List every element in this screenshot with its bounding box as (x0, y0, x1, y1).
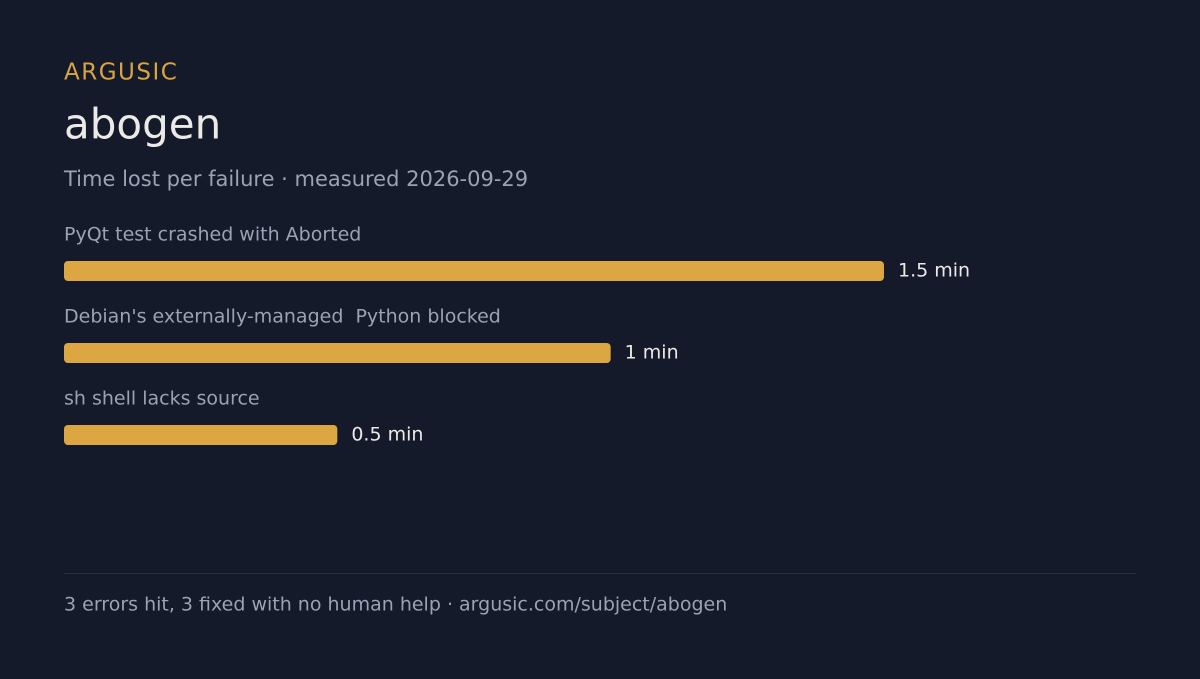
brand: ARGUSIC (64, 60, 178, 86)
category-label: Debian's externally-managed Python block… (64, 306, 501, 328)
value-label: 1.5 min (898, 260, 970, 282)
chart-subtitle: Time lost per failure · measured 2026-09… (63, 167, 528, 191)
bar (64, 343, 611, 363)
value-label: 0.5 min (351, 424, 423, 446)
footer: 3 errors hit, 3 fixed with no human help… (64, 594, 727, 616)
category-label: sh shell lacks source (64, 388, 260, 410)
chart-title: abogen (64, 100, 221, 149)
bar (64, 425, 338, 445)
bar (64, 261, 884, 281)
value-label: 1 min (625, 342, 679, 364)
category-label: PyQt test crashed with Aborted (64, 224, 361, 246)
